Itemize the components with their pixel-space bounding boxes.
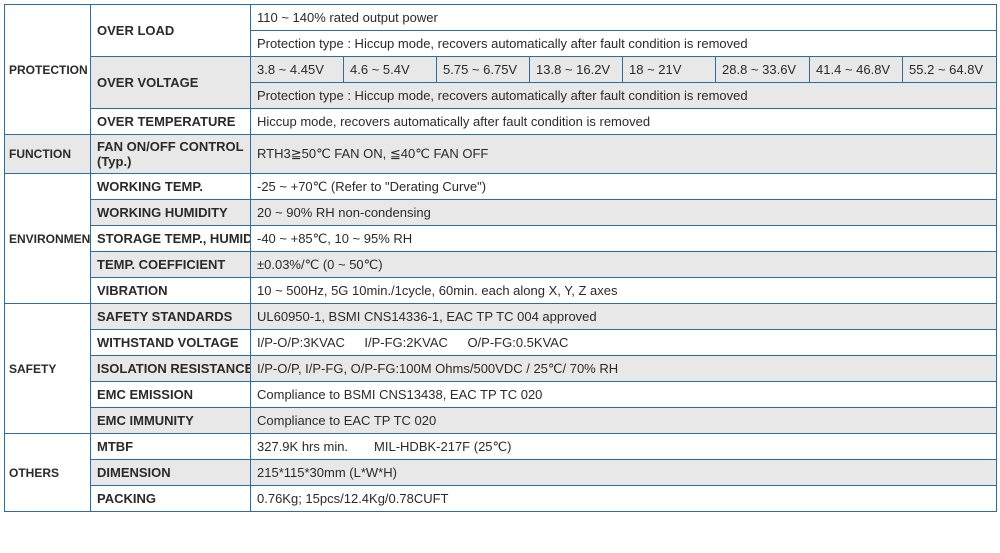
val-emcimm: Compliance to EAC TP TC 020 — [251, 408, 997, 434]
lbl-packing: PACKING — [91, 486, 251, 512]
val-ov-6: 41.4 ~ 46.8V — [810, 57, 903, 83]
val-ov-0: 3.8 ~ 4.45V — [251, 57, 344, 83]
val-ov-2: 5.75 ~ 6.75V — [437, 57, 530, 83]
val-isolation: I/P-O/P, I/P-FG, O/P-FG:100M Ohms/500VDC… — [251, 356, 997, 382]
val-emcemi: Compliance to BSMI CNS13438, EAC TP TC 0… — [251, 382, 997, 408]
val-packing: 0.76Kg; 15pcs/12.4Kg/0.78CUFT — [251, 486, 997, 512]
val-stortemp: -40 ~ +85℃, 10 ~ 95% RH — [251, 226, 997, 252]
val-mtbf: 327.9K hrs min. MIL-HDBK-217F (25℃) — [251, 434, 997, 460]
cat-safety: SAFETY — [5, 304, 91, 434]
lbl-fanctrl: FAN ON/OFF CONTROL (Typ.) — [91, 135, 251, 174]
val-vibration: 10 ~ 500Hz, 5G 10min./1cycle, 60min. eac… — [251, 278, 997, 304]
lbl-overtemp: OVER TEMPERATURE — [91, 109, 251, 135]
val-fanctrl: RTH3≧50℃ FAN ON, ≦40℃ FAN OFF — [251, 135, 997, 174]
val-overload2: Protection type : Hiccup mode, recovers … — [251, 31, 997, 57]
val-safetystd: UL60950-1, BSMI CNS14336-1, EAC TP TC 00… — [251, 304, 997, 330]
lbl-tempcoef: TEMP. COEFFICIENT — [91, 252, 251, 278]
val-ov-7: 55.2 ~ 64.8V — [903, 57, 997, 83]
lbl-overvoltage: OVER VOLTAGE — [91, 57, 251, 109]
lbl-stortemp: STORAGE TEMP., HUMIDITY — [91, 226, 251, 252]
val-withstand: I/P-O/P:3KVAC I/P-FG:2KVAC O/P-FG:0.5KVA… — [251, 330, 997, 356]
lbl-vibration: VIBRATION — [91, 278, 251, 304]
val-tempcoef: ±0.03%/℃ (0 ~ 50℃) — [251, 252, 997, 278]
val-overtemp: Hiccup mode, recovers automatically afte… — [251, 109, 997, 135]
lbl-emcemi: EMC EMISSION — [91, 382, 251, 408]
cat-others: OTHERS — [5, 434, 91, 512]
lbl-isolation: ISOLATION RESISTANCE — [91, 356, 251, 382]
cat-environment: ENVIRONMENT — [5, 174, 91, 304]
val-ov-4: 18 ~ 21V — [623, 57, 716, 83]
val-overload1: 110 ~ 140% rated output power — [251, 5, 997, 31]
lbl-overload: OVER LOAD — [91, 5, 251, 57]
spec-table: PROTECTION OVER LOAD 110 ~ 140% rated ou… — [4, 4, 997, 512]
lbl-workhum: WORKING HUMIDITY — [91, 200, 251, 226]
val-ov2: Protection type : Hiccup mode, recovers … — [251, 83, 997, 109]
cat-function: FUNCTION — [5, 135, 91, 174]
val-ov-5: 28.8 ~ 33.6V — [716, 57, 810, 83]
val-ov-3: 13.8 ~ 16.2V — [530, 57, 623, 83]
lbl-mtbf: MTBF — [91, 434, 251, 460]
val-dimension: 215*115*30mm (L*W*H) — [251, 460, 997, 486]
cat-protection: PROTECTION — [5, 5, 91, 135]
lbl-dimension: DIMENSION — [91, 460, 251, 486]
val-ov-1: 4.6 ~ 5.4V — [344, 57, 437, 83]
lbl-withstand: WITHSTAND VOLTAGE — [91, 330, 251, 356]
lbl-safetystd: SAFETY STANDARDS — [91, 304, 251, 330]
val-worktemp: -25 ~ +70℃ (Refer to "Derating Curve") — [251, 174, 997, 200]
lbl-emcimm: EMC IMMUNITY — [91, 408, 251, 434]
val-workhum: 20 ~ 90% RH non-condensing — [251, 200, 997, 226]
lbl-worktemp: WORKING TEMP. — [91, 174, 251, 200]
